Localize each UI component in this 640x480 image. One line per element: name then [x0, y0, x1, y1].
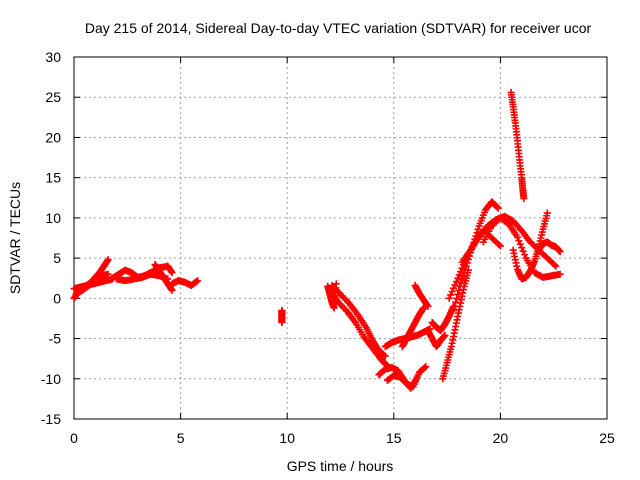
data-point-track-20 — [456, 282, 464, 290]
data-point-track-13 — [421, 364, 429, 372]
y-tick-label: -10 — [41, 371, 61, 387]
y-tick-label: 0 — [53, 290, 61, 306]
data-point-track-21 — [448, 288, 456, 296]
data-point-track-8 — [278, 318, 286, 326]
data-point-track-21 — [449, 284, 457, 292]
x-axis-title: GPS time / hours — [287, 458, 394, 474]
data-point-track-22 — [552, 262, 560, 270]
data-point-track-24 — [520, 195, 528, 203]
data-point-track-23 — [516, 240, 524, 248]
data-point-track-20 — [494, 204, 502, 212]
data-point-track-20 — [453, 294, 461, 302]
data-point-track-23 — [513, 233, 521, 241]
data-point-track-20 — [460, 269, 468, 277]
data-point-track-21 — [451, 281, 459, 289]
tick-marks — [73, 56, 608, 420]
y-tick-label: 5 — [53, 250, 61, 266]
y-tick-label: 30 — [45, 49, 61, 65]
data-point-track-20 — [452, 298, 460, 306]
data-point-track-23 — [519, 247, 527, 255]
data-point-track-15 — [420, 304, 428, 312]
y-tick-label: 15 — [45, 170, 61, 186]
y-tick-label: 20 — [45, 129, 61, 145]
data-point-track-7 — [193, 277, 201, 285]
y-axis-title: SDTVAR / TECUs — [7, 182, 23, 294]
data-point-track-16 — [424, 302, 432, 310]
data-point-track-21 — [496, 242, 504, 250]
x-tick-label: 10 — [279, 430, 295, 446]
data-point-track-6 — [168, 286, 176, 294]
data-point-track-20 — [451, 302, 459, 310]
x-tick-label: 15 — [386, 430, 402, 446]
data-point-track-21 — [457, 268, 465, 276]
data-point-track-20 — [454, 290, 462, 298]
data-point-track-21 — [452, 278, 460, 286]
data-point-track-20 — [457, 279, 465, 287]
data-point-track-20 — [449, 306, 457, 314]
data-point-track-13 — [422, 363, 430, 371]
data-point-track-20 — [455, 286, 463, 294]
tick-labels: 0 5 10 15 20 25 -15 -10 -5 0 5 10 15 20 25 30 — [41, 49, 615, 446]
data-point-track-22 — [550, 261, 558, 269]
data-point-track-23 — [556, 270, 564, 278]
data-point-track-7 — [194, 277, 202, 285]
data-point-track-21 — [445, 294, 453, 302]
data-point-track-21 — [455, 271, 463, 279]
x-tick-label: 25 — [599, 430, 615, 446]
data-point-track-4 — [168, 269, 176, 277]
data-point-track-21 — [495, 241, 503, 249]
y-tick-label: 10 — [45, 210, 61, 226]
data-point-track-20 — [493, 203, 501, 211]
data-points — [70, 88, 564, 392]
data-point-track-21 — [447, 291, 455, 299]
data-point-track-10 — [381, 352, 389, 360]
data-point-track-1 — [104, 256, 112, 264]
y-tick-label: -5 — [49, 331, 62, 347]
y-tick-label: -15 — [41, 411, 61, 427]
chart-title: Day 215 of 2014, Sidereal Day-to-day VTE… — [85, 20, 592, 36]
data-point-track-26 — [556, 248, 564, 256]
y-tick-label: 25 — [45, 89, 61, 105]
x-tick-label: 5 — [177, 430, 185, 446]
data-point-track-17 — [441, 331, 449, 339]
data-point-track-21 — [454, 274, 462, 282]
x-tick-label: 20 — [493, 430, 509, 446]
data-point-track-21 — [458, 264, 466, 272]
data-point-track-10 — [380, 351, 388, 359]
data-point-track-20 — [461, 266, 469, 274]
data-point-track-20 — [459, 272, 467, 280]
data-point-track-23 — [518, 244, 526, 252]
data-point-track-25 — [543, 209, 551, 217]
grid — [74, 57, 607, 419]
data-point-track-3 — [104, 270, 112, 278]
data-point-track-20 — [458, 276, 466, 284]
data-point-track-23 — [515, 237, 523, 245]
x-tick-label: 0 — [70, 430, 78, 446]
data-point-track-23 — [521, 251, 529, 259]
plot-frame — [73, 56, 608, 420]
